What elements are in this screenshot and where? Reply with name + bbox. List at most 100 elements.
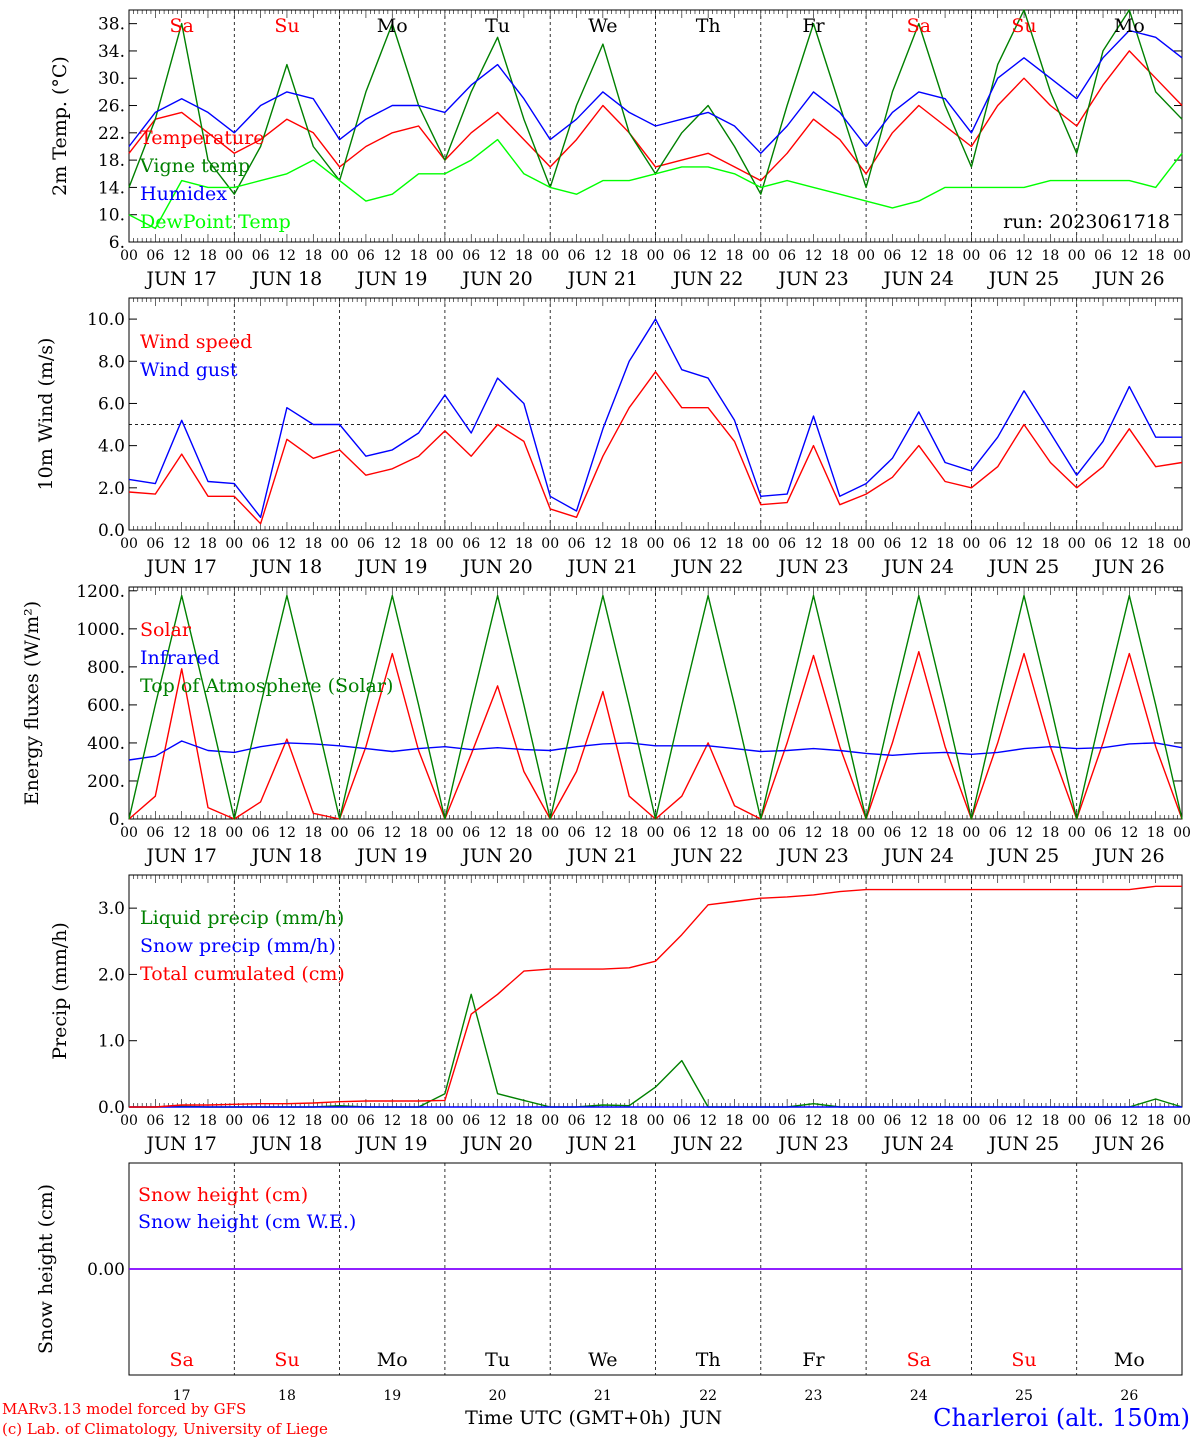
- x-hour-label: 00: [1173, 536, 1191, 552]
- x-date-label: JUN 23: [776, 1133, 848, 1155]
- x-hour-label: 06: [778, 248, 796, 264]
- x-hour-label: 00: [857, 825, 875, 841]
- x-hour-label: 12: [1015, 825, 1033, 841]
- y-tick-label: 26.: [98, 97, 125, 117]
- x-hour-label: 18: [199, 1113, 217, 1129]
- x-hour-label: 06: [989, 1113, 1007, 1129]
- wind-y-axis-title: 10m Wind (m/s): [35, 338, 57, 491]
- x-hour-label: 00: [331, 248, 349, 264]
- x-hour-label: 18: [1147, 825, 1165, 841]
- series-line: [129, 885, 1182, 1108]
- y-tick-label: 2.0: [98, 479, 125, 499]
- x-hour-label: 06: [989, 825, 1007, 841]
- y-tick-label: 34.: [98, 42, 125, 62]
- x-hour-label: 12: [173, 1113, 191, 1129]
- x-hour-label: 12: [173, 248, 191, 264]
- x-hour-label: 18: [620, 248, 638, 264]
- x-hour-label: 06: [462, 536, 480, 552]
- x-hour-label: 12: [278, 536, 296, 552]
- legend-wind-gust: Wind gust: [140, 359, 238, 381]
- x-hour-label: 12: [1120, 825, 1138, 841]
- x-hour-label: 12: [910, 1113, 928, 1129]
- x-date-label: JUN 19: [355, 1133, 427, 1155]
- legend-toa-solar: Top of Atmosphere (Solar): [140, 675, 393, 697]
- x-hour-label: 18: [1041, 248, 1059, 264]
- x-hour-label: 12: [805, 536, 823, 552]
- x-hour-label: 12: [489, 1113, 507, 1129]
- x-hour-label: 06: [568, 248, 586, 264]
- x-hour-label: 18: [304, 536, 322, 552]
- y-tick-label: 38.: [98, 15, 125, 35]
- legend-vigne-temp: Vigne temp: [139, 155, 250, 177]
- weekday-label: Tu: [485, 15, 510, 37]
- legend-humidex: Humidex: [140, 183, 227, 205]
- weekday-label: Fr: [802, 15, 825, 37]
- legend-total-cumulated: Total cumulated (cm): [140, 963, 345, 985]
- weekday-label: Mo: [377, 15, 408, 37]
- x-hour-label: 12: [1120, 1113, 1138, 1129]
- series-line: [128, 138, 1183, 230]
- x-hour-label: 06: [252, 248, 270, 264]
- x-hour-label: 18: [199, 248, 217, 264]
- x-hour-label: 12: [1120, 536, 1138, 552]
- x-date-label: JUN 20: [460, 556, 532, 578]
- x-hour-label: 00: [541, 248, 559, 264]
- y-tick-label: 0.0: [98, 1098, 125, 1118]
- x-hour-label: 12: [594, 825, 612, 841]
- series-line: [128, 740, 1183, 761]
- x-hour-label: 06: [568, 825, 586, 841]
- energy-y-axis-title: Energy fluxes (W/m²): [21, 601, 43, 805]
- x-hour-label: 00: [331, 1113, 349, 1129]
- day-number-label: 26: [1120, 1388, 1138, 1404]
- day-number-label: 19: [383, 1388, 401, 1404]
- x-hour-label: 12: [699, 1113, 717, 1129]
- weekday-label: Tu: [485, 1349, 510, 1371]
- x-date-label: JUN 20: [460, 1133, 532, 1155]
- y-tick-label: 22.: [98, 124, 125, 144]
- x-date-label: JUN 22: [671, 556, 743, 578]
- x-hour-label: 12: [594, 536, 612, 552]
- precip-y-axis-title: Precip (mm/h): [49, 922, 71, 1060]
- x-axis-title: Time UTC (GMT+0h): [465, 1407, 671, 1429]
- x-hour-label: 06: [778, 825, 796, 841]
- x-hour-label: 00: [1173, 248, 1191, 264]
- x-hour-label: 18: [620, 1113, 638, 1129]
- x-hour-label: 00: [331, 825, 349, 841]
- x-hour-label: 06: [673, 248, 691, 264]
- x-hour-label: 00: [541, 536, 559, 552]
- x-hour-label: 18: [620, 825, 638, 841]
- day-number-label: 24: [910, 1388, 928, 1404]
- x-hour-label: 06: [146, 248, 164, 264]
- x-hour-label: 00: [857, 536, 875, 552]
- weekday-label: Mo: [1114, 15, 1145, 37]
- x-hour-label: 18: [1041, 536, 1059, 552]
- weekday-label: Sa: [907, 15, 931, 37]
- x-hour-label: 18: [620, 536, 638, 552]
- x-hour-label: 00: [1068, 1113, 1086, 1129]
- y-tick-label: 0.00: [87, 1260, 125, 1280]
- x-hour-label: 00: [962, 248, 980, 264]
- x-hour-label: 18: [1147, 1113, 1165, 1129]
- x-date-label: JUN 23: [776, 268, 848, 290]
- x-hour-label: 06: [252, 1113, 270, 1129]
- x-hour-label: 12: [699, 248, 717, 264]
- x-hour-label: 00: [647, 825, 665, 841]
- x-hour-label: 18: [199, 536, 217, 552]
- x-hour-label: 00: [752, 825, 770, 841]
- x-hour-label: 00: [120, 825, 138, 841]
- x-hour-label: 06: [568, 536, 586, 552]
- x-hour-label: 00: [436, 825, 454, 841]
- day-number-label: 25: [1015, 1388, 1033, 1404]
- x-date-label: JUN 24: [882, 268, 954, 290]
- x-hour-label: 18: [410, 248, 428, 264]
- x-hour-label: 00: [436, 248, 454, 264]
- run-label: run: 2023061718: [1003, 211, 1170, 233]
- x-date-label: JUN 22: [671, 1133, 743, 1155]
- x-hour-label: 00: [647, 1113, 665, 1129]
- x-hour-label: 18: [515, 248, 533, 264]
- y-tick-label: 1.0: [98, 1032, 125, 1052]
- x-hour-label: 12: [594, 1113, 612, 1129]
- x-hour-label: 06: [884, 536, 902, 552]
